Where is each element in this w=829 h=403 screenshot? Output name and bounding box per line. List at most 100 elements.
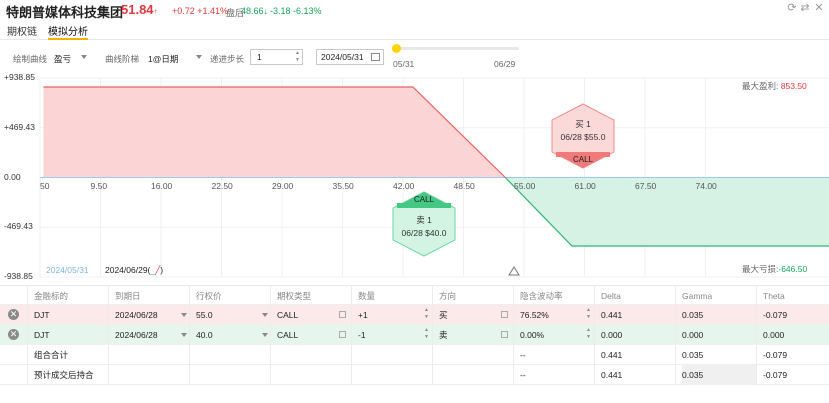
- chevron-down-icon[interactable]: [181, 333, 187, 337]
- column-divider: [108, 345, 109, 365]
- price-change: +0.72 +1.41%: [172, 6, 229, 16]
- sync-icon[interactable]: ⇄: [800, 2, 810, 14]
- column-divider: [108, 365, 109, 385]
- cell-symbol: DJT: [34, 330, 50, 340]
- column-divider: [351, 345, 352, 365]
- column-header: 方向: [439, 291, 457, 301]
- cell-type[interactable]: CALL: [277, 310, 299, 320]
- buy-side-label: 买 1: [575, 119, 591, 129]
- slider-end-label: 06/29: [494, 59, 516, 69]
- curve-select[interactable]: 盈亏: [54, 54, 72, 64]
- cell-type[interactable]: CALL: [277, 330, 299, 340]
- summary-label: 预计成交后持合: [34, 370, 94, 380]
- refresh-icon[interactable]: ⟳: [787, 2, 797, 14]
- date-input[interactable]: 2024/05/31: [316, 49, 384, 65]
- cell-gamma: 0.000: [682, 330, 704, 340]
- column-divider: [351, 305, 352, 325]
- date-slider-handle[interactable]: [392, 44, 401, 53]
- column-header: 隐含波动率: [520, 291, 563, 301]
- table-row[interactable]: ✕ DJT 2024/06/28 55.0 CALL +1 ▲ ▼ 买 76.52…: [0, 305, 829, 325]
- current-price-triangle-icon: [508, 266, 520, 276]
- tab-bar: 期权链 模拟分析: [0, 20, 829, 40]
- sell-detail-label: 06/28 $40.0: [401, 228, 447, 238]
- column-divider: [432, 345, 433, 365]
- dropdown-icon[interactable]: [339, 311, 346, 318]
- stepper-icon[interactable]: ▲ ▼: [586, 307, 591, 320]
- column-divider: [594, 365, 595, 385]
- dropdown-icon[interactable]: [501, 331, 508, 338]
- column-divider: [675, 325, 676, 345]
- summary-label: 组合合计: [34, 350, 69, 360]
- column-divider: [27, 345, 28, 365]
- cell-quantity[interactable]: +1: [358, 310, 368, 320]
- slider-start-label: 05/31: [393, 59, 415, 69]
- column-divider: [351, 325, 352, 345]
- loss-area: [505, 177, 829, 246]
- column-divider: [189, 285, 190, 305]
- column-divider: [270, 285, 271, 305]
- buy-call-marker[interactable]: 买 1 06/28 $55.0 CALL: [550, 103, 616, 169]
- cell-symbol: DJT: [34, 310, 50, 320]
- column-divider: [432, 325, 433, 345]
- tab-option-chain[interactable]: 期权链: [7, 27, 37, 38]
- cell-direction[interactable]: 卖: [439, 330, 448, 340]
- cell-iv[interactable]: 0.00%: [520, 330, 545, 340]
- step-select[interactable]: 1@日期: [148, 54, 179, 64]
- cell-strike[interactable]: 40.0: [196, 330, 213, 340]
- chevron-down-icon[interactable]: [262, 313, 268, 317]
- advance-input[interactable]: 1 ▲ ▼: [250, 49, 303, 65]
- column-divider: [270, 345, 271, 365]
- close-icon[interactable]: ✕: [814, 2, 824, 14]
- stock-name: 特朗普媒体科技集团: [6, 5, 124, 20]
- buy-type-label: CALL: [572, 155, 593, 164]
- column-divider: [108, 285, 109, 305]
- cell-direction[interactable]: 买: [439, 310, 448, 320]
- column-header: Theta: [763, 291, 785, 301]
- column-divider: [270, 305, 271, 325]
- advance-label: 递进步长: [210, 54, 245, 64]
- stepper-icon[interactable]: ▲ ▼: [424, 307, 429, 320]
- table-row[interactable]: ✕ DJT 2024/06/28 40.0 CALL -1 ▲ ▼ 卖 0.00%…: [0, 325, 829, 345]
- chevron-down-icon[interactable]: [181, 313, 187, 317]
- table-header-row: 金融标的 到期日 行权价 期权类型 数量 方向 隐含波动率 Delta Gamm…: [0, 285, 829, 305]
- date-slider-track[interactable]: [394, 47, 519, 50]
- stepper-icon[interactable]: ▲ ▼: [295, 50, 300, 63]
- column-divider: [432, 305, 433, 325]
- cell-strike[interactable]: 55.0: [196, 310, 213, 320]
- cell-quantity[interactable]: -1: [358, 330, 366, 340]
- step-label: 曲线阶梯: [105, 54, 140, 64]
- cell-theta: -0.079: [763, 370, 788, 380]
- column-divider: [594, 345, 595, 365]
- calendar-icon[interactable]: [371, 53, 380, 61]
- sell-type-label: CALL: [413, 195, 434, 204]
- active-tab-indicator: [48, 38, 88, 40]
- column-divider: [189, 305, 190, 325]
- sell-call-marker[interactable]: CALL 卖 1 06/28 $40.0: [391, 191, 457, 257]
- chevron-down-icon[interactable]: [81, 55, 87, 59]
- column-divider: [675, 365, 676, 385]
- cell-iv[interactable]: 76.52%: [520, 310, 549, 320]
- column-divider: [108, 305, 109, 325]
- y-tick-label: -469.43: [4, 221, 33, 232]
- remove-icon[interactable]: ✕: [8, 309, 19, 320]
- stepper-icon[interactable]: ▲ ▼: [424, 327, 429, 340]
- cell-expiry[interactable]: 2024/06/28: [115, 330, 158, 340]
- column-header: Gamma: [682, 291, 713, 301]
- cell-gamma: 0.035: [682, 310, 704, 320]
- max-loss: 最大亏损:-646.50: [742, 264, 808, 274]
- column-divider: [351, 365, 352, 385]
- column-header: 行权价: [196, 291, 222, 301]
- tab-simulation[interactable]: 模拟分析: [48, 27, 88, 38]
- cell-expiry[interactable]: 2024/06/28: [115, 310, 158, 320]
- column-divider: [675, 305, 676, 325]
- chevron-down-icon[interactable]: [196, 55, 202, 59]
- dropdown-icon[interactable]: [339, 331, 346, 338]
- dropdown-icon[interactable]: [501, 311, 508, 318]
- loss-line: [504, 177, 829, 247]
- remove-icon[interactable]: ✕: [8, 329, 19, 340]
- cell-theta: 0.000: [763, 330, 785, 340]
- after-hours-change: -3.18 -6.13%: [270, 6, 322, 16]
- stepper-icon[interactable]: ▲ ▼: [586, 327, 591, 340]
- chevron-down-icon[interactable]: [262, 333, 268, 337]
